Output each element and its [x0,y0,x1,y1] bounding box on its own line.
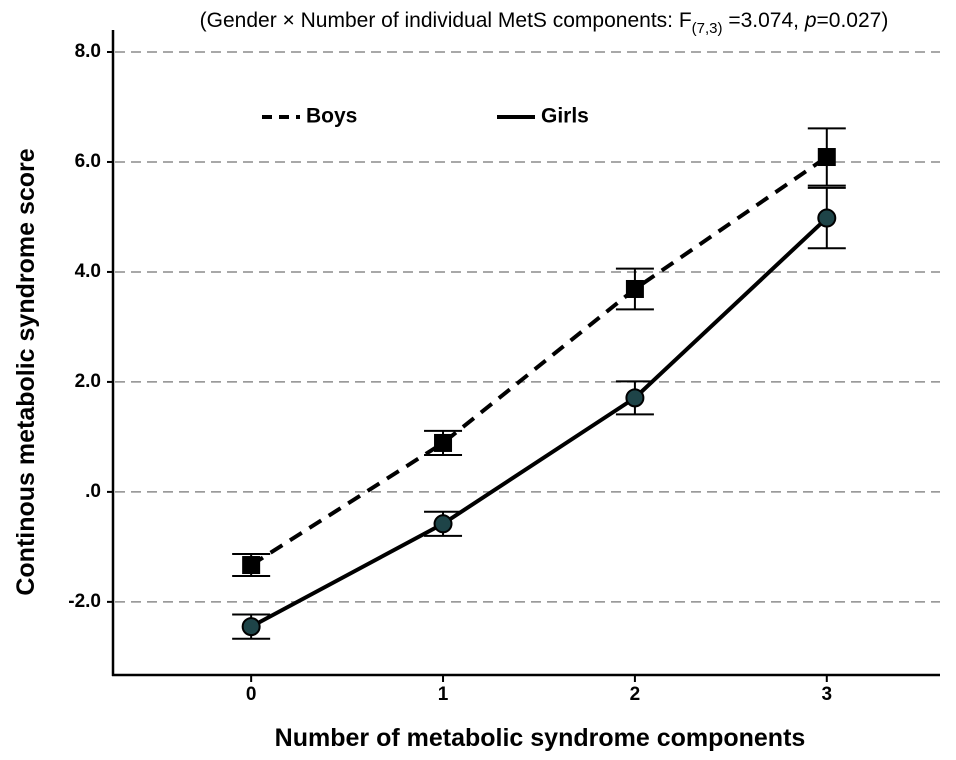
marker [242,556,261,575]
legend-label: Girls [541,105,589,128]
series-line [250,155,828,567]
marker [817,148,836,167]
y-tick-label: -2.0 [68,591,101,612]
annotation-text: =0.027) [817,9,889,32]
y-tick-label: 4.0 [75,261,101,282]
y-tick-label: 6.0 [75,151,101,172]
y-tick-label: 2.0 [75,371,101,392]
annotation-text: =3.074, [723,9,805,32]
series-line [250,216,829,629]
marker [434,433,453,452]
annotation: (Gender × Number of individual MetS comp… [200,9,889,37]
marker [625,388,645,408]
x-tick-label: 2 [630,684,641,705]
y-tick-label: 8.0 [75,41,101,62]
marker [625,279,644,298]
marker [433,514,453,534]
marker [817,208,837,228]
marker [241,617,261,637]
annotation-italic: p [804,9,817,32]
y-tick-label: .0 [85,481,101,502]
x-axis-label: Number of metabolic syndrome components [275,724,806,752]
legend-label: Boys [306,105,357,128]
x-tick-label: 1 [438,684,449,705]
y-axis-label: Continous metabolic syndrome score [12,148,40,595]
annotation-text: (Gender × Number of individual MetS comp… [200,9,692,32]
annotation-subscript: (7,3) [692,20,723,37]
x-tick-label: 0 [246,684,257,705]
x-tick-label: 3 [822,684,833,705]
